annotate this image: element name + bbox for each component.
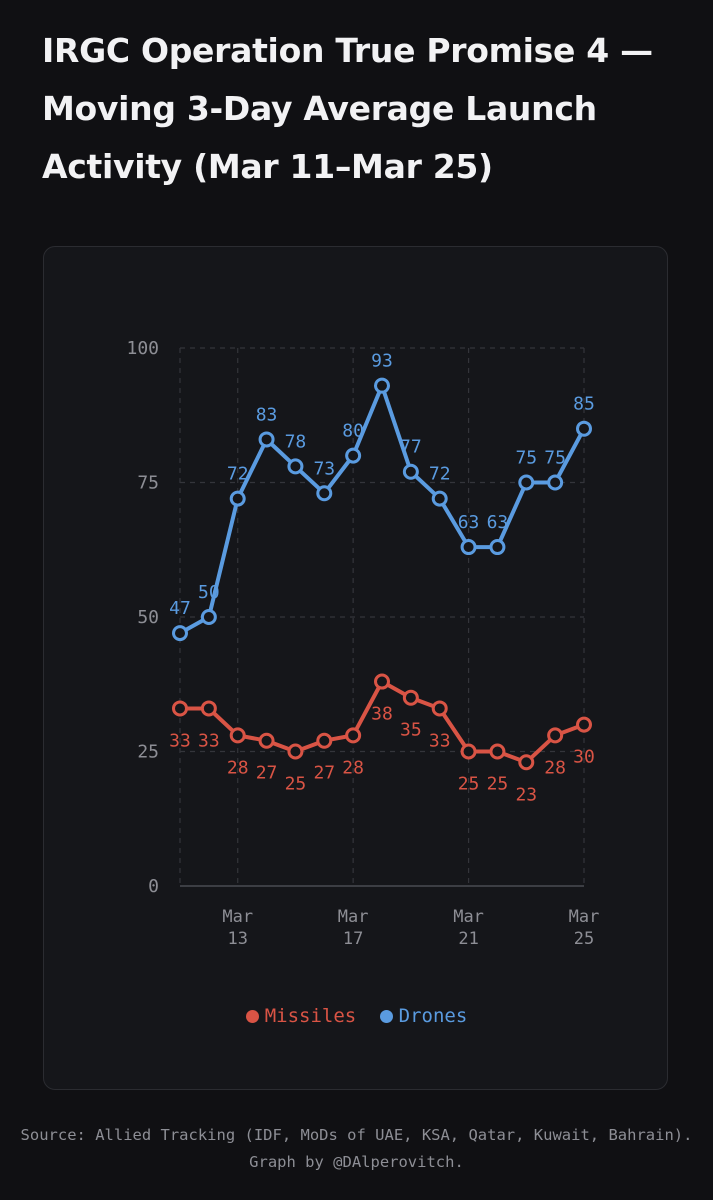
y-tick-label: 75 bbox=[137, 473, 159, 494]
legend-item-drones[interactable]: Drones bbox=[379, 1005, 468, 1027]
data-label-missiles: 33 bbox=[169, 730, 191, 751]
data-label-missiles: 25 bbox=[285, 774, 307, 795]
data-label-missiles: 33 bbox=[429, 730, 451, 751]
data-point-missiles bbox=[345, 727, 362, 744]
legend-label-missiles: Missiles bbox=[264, 1005, 357, 1027]
data-point-missiles bbox=[172, 700, 188, 717]
data-point-drones bbox=[402, 463, 419, 480]
data-label-missiles: 30 bbox=[573, 747, 595, 768]
data-label-missiles: 27 bbox=[313, 763, 335, 784]
data-label-drones: 75 bbox=[544, 448, 566, 469]
data-label-missiles: 27 bbox=[256, 763, 278, 784]
x-tick-label: 17 bbox=[343, 929, 363, 949]
data-label-drones: 47 bbox=[169, 598, 191, 619]
data-label-drones: 80 bbox=[342, 421, 364, 442]
data-label-drones: 72 bbox=[227, 464, 249, 485]
data-point-drones bbox=[172, 625, 188, 642]
data-point-missiles bbox=[374, 673, 390, 690]
data-point-drones bbox=[345, 447, 362, 464]
legend-item-missiles[interactable]: Missiles bbox=[245, 1005, 357, 1027]
data-label-drones: 85 bbox=[573, 394, 595, 415]
data-point-drones bbox=[547, 474, 564, 491]
data-point-drones bbox=[316, 485, 333, 502]
data-label-missiles: 33 bbox=[198, 730, 220, 751]
data-label-drones: 83 bbox=[256, 404, 278, 425]
x-tick-label: 21 bbox=[458, 929, 478, 949]
data-point-drones bbox=[460, 539, 477, 556]
data-point-missiles bbox=[460, 743, 477, 760]
data-point-drones bbox=[374, 377, 390, 394]
source-note: Source: Allied Tracking (IDF, MoDs of UA… bbox=[20, 1126, 693, 1171]
data-label-drones: 50 bbox=[198, 582, 220, 603]
data-point-drones bbox=[229, 490, 246, 507]
x-tick-label: Mar bbox=[222, 907, 253, 927]
y-tick-label: 25 bbox=[137, 742, 159, 763]
x-tick-label: Mar bbox=[338, 907, 369, 927]
y-tick-label: 100 bbox=[126, 338, 159, 359]
y-tick-label: 0 bbox=[148, 876, 159, 897]
data-point-missiles bbox=[258, 732, 275, 749]
data-label-drones: 72 bbox=[429, 464, 451, 485]
chart-title: IRGC Operation True Promise 4 — Moving 3… bbox=[42, 31, 653, 186]
data-point-missiles bbox=[402, 689, 419, 706]
data-label-drones: 77 bbox=[400, 437, 422, 458]
data-label-drones: 63 bbox=[487, 512, 509, 533]
data-label-drones: 93 bbox=[371, 351, 393, 372]
data-label-drones: 73 bbox=[313, 458, 335, 479]
data-label-drones: 63 bbox=[458, 512, 480, 533]
legend-swatch-drones bbox=[379, 1010, 393, 1023]
x-tick-label: 25 bbox=[574, 929, 594, 949]
data-point-missiles bbox=[576, 716, 592, 733]
data-label-missiles: 28 bbox=[342, 757, 364, 778]
series-line-drones bbox=[178, 383, 586, 636]
data-point-missiles bbox=[200, 700, 217, 717]
data-point-drones bbox=[431, 490, 448, 507]
data-point-missiles bbox=[547, 727, 564, 744]
data-point-drones bbox=[576, 420, 592, 437]
data-label-missiles: 35 bbox=[400, 720, 422, 741]
data-point-drones bbox=[258, 431, 275, 448]
chart-legend: Missiles Drones bbox=[44, 1005, 669, 1027]
data-label-drones: 75 bbox=[515, 448, 537, 469]
data-point-missiles bbox=[489, 743, 506, 760]
data-point-missiles bbox=[316, 732, 333, 749]
data-label-missiles: 28 bbox=[544, 757, 566, 778]
data-label-drones: 78 bbox=[285, 431, 307, 452]
x-tick-label: Mar bbox=[453, 907, 484, 927]
data-point-drones bbox=[200, 609, 217, 625]
data-point-missiles bbox=[287, 743, 304, 760]
data-label-missiles: 25 bbox=[458, 774, 480, 795]
legend-swatch-missiles bbox=[245, 1010, 259, 1023]
data-point-missiles bbox=[229, 727, 246, 744]
data-label-missiles: 28 bbox=[227, 757, 249, 778]
data-point-missiles bbox=[518, 754, 535, 771]
data-label-missiles: 38 bbox=[371, 704, 393, 725]
legend-label-drones: Drones bbox=[398, 1005, 468, 1027]
data-label-missiles: 25 bbox=[487, 774, 509, 795]
x-tick-label: 13 bbox=[227, 929, 247, 949]
data-label-missiles: 23 bbox=[515, 784, 537, 805]
chart-card: 0 25 50 75 100 Mar 13 Mar 17 Mar 21 Mar 25 33 33 28 27 25… bbox=[43, 246, 668, 1090]
data-point-drones bbox=[287, 458, 304, 475]
data-point-drones bbox=[489, 539, 506, 556]
data-point-missiles bbox=[431, 700, 448, 717]
x-tick-label: Mar bbox=[569, 907, 600, 927]
data-point-drones bbox=[518, 474, 535, 491]
y-tick-label: 50 bbox=[137, 607, 159, 628]
